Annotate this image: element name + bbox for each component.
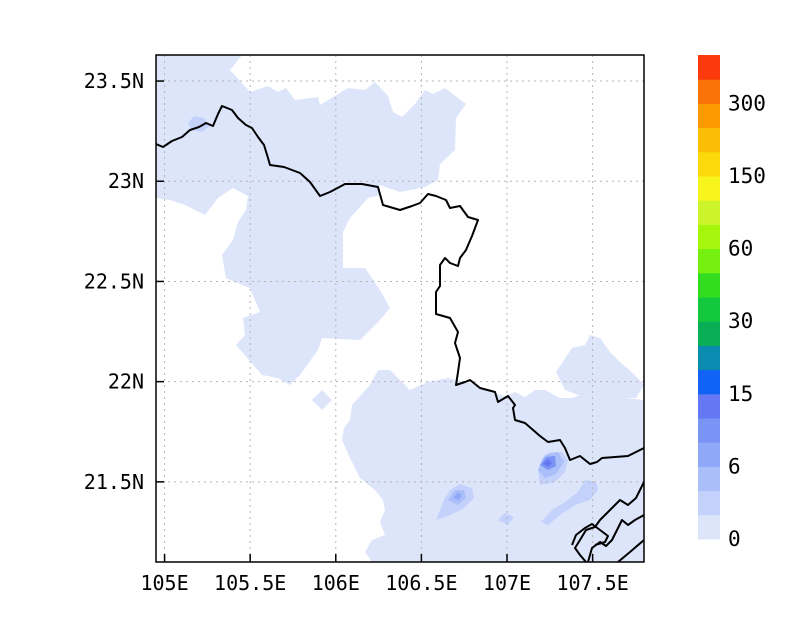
colorbar-label: 60 — [728, 237, 753, 261]
colorbar-swatch — [698, 321, 720, 346]
lon-tick-label: 105E — [140, 571, 188, 595]
precip-area-east — [556, 335, 644, 398]
colorbar-swatch — [698, 200, 720, 225]
colorbar-swatch — [698, 224, 720, 250]
colorbar-swatch — [698, 272, 720, 298]
precip-area-northwest — [156, 55, 466, 385]
colorbar-label: 300 — [728, 91, 766, 115]
colorbar-swatch — [698, 248, 720, 274]
colorbar-swatch — [698, 151, 720, 177]
boundary-line-coast-4 — [617, 539, 644, 562]
boundary-line-coast — [574, 481, 644, 562]
boundary-line-coast-3 — [571, 523, 609, 546]
lon-tick-label: 106E — [312, 571, 360, 595]
precip-area-small — [312, 390, 332, 410]
colorbar-swatch — [698, 490, 720, 516]
precip-patch-9 — [543, 459, 552, 467]
colorbar-label: 150 — [728, 164, 766, 188]
colorbar-label: 15 — [728, 382, 753, 406]
lat-tick-label: 23.5N — [84, 69, 144, 93]
precip-patch-10 — [453, 492, 462, 500]
colorbar-swatch — [698, 514, 720, 540]
colorbar-label: 6 — [728, 454, 741, 478]
lon-tick-label: 107.5E — [557, 571, 629, 595]
longitude-axis: 105E 105.5E 106E 106.5E 107E 107.5E — [140, 554, 629, 595]
plot-frame — [155, 54, 645, 563]
lon-tick-label: 105.5E — [214, 571, 286, 595]
colorbar-swatch — [698, 466, 720, 492]
colorbar-swatch — [698, 442, 720, 467]
boundary-lines — [156, 105, 644, 562]
colorbar-swatch — [698, 369, 720, 395]
colorbar-swatch — [698, 297, 720, 322]
colorbar-swatch — [698, 345, 720, 371]
colorbar-swatch — [698, 55, 720, 80]
latitude-axis: 23.5N 23N 22.5N 22N 21.5N — [84, 69, 164, 494]
colorbar-label: 0 — [728, 527, 741, 551]
colorbar-swatch — [698, 103, 720, 129]
gridlines — [156, 55, 644, 562]
lon-tick-label: 106.5E — [385, 571, 457, 595]
colorbar-label: 30 — [728, 309, 753, 333]
shaded-field — [156, 55, 644, 562]
lat-tick-label: 23N — [108, 169, 144, 193]
lat-tick-label: 22N — [108, 370, 144, 394]
colorbar-swatch — [698, 393, 720, 419]
colorbar: 0 6 15 30 60 150 300 — [698, 55, 766, 551]
precip-patch-3 — [541, 480, 598, 525]
lon-tick-label: 107E — [483, 571, 531, 595]
lat-tick-label: 22.5N — [84, 269, 144, 293]
colorbar-swatch — [698, 79, 720, 104]
precip-area-southeast — [342, 370, 644, 562]
lat-tick-label: 21.5N — [84, 470, 144, 494]
precip-patch-4 — [498, 513, 514, 525]
colorbar-swatch — [698, 176, 720, 201]
boundary-line-main — [156, 105, 644, 465]
colorbar-swatch — [698, 418, 720, 443]
colorbar-swatch — [698, 127, 720, 153]
